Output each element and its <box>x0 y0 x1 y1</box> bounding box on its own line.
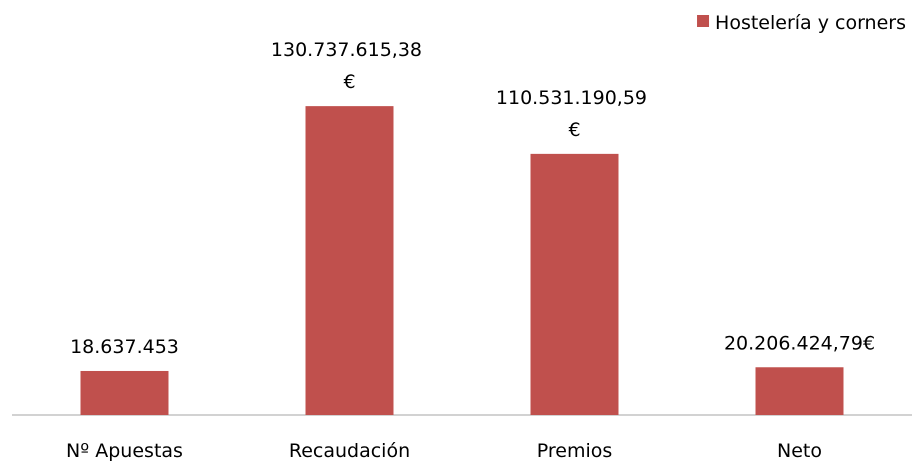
data-label: 110.531.190,59 € <box>496 87 653 141</box>
data-label: 130.737.615,38 € <box>271 39 428 93</box>
data-label-line: 110.531.190,59 <box>496 87 653 109</box>
bar <box>530 153 619 415</box>
x-tick-label: Nº Apuestas <box>66 440 183 462</box>
legend-label: Hostelería y corners <box>715 12 906 34</box>
data-label: 20.206.424,79€ <box>724 332 875 354</box>
x-tick-label: Premios <box>537 440 613 462</box>
data-label-line: 130.737.615,38 <box>271 39 428 61</box>
bar <box>305 106 394 415</box>
data-label-line: € <box>343 71 355 93</box>
legend-swatch <box>697 15 710 27</box>
x-tick-label: Neto <box>777 440 822 462</box>
data-label: 18.637.453 <box>70 336 179 358</box>
bar <box>755 367 844 415</box>
x-tick-label: Recaudación <box>289 440 410 462</box>
data-label-line: € <box>568 119 580 141</box>
bar <box>80 370 169 415</box>
